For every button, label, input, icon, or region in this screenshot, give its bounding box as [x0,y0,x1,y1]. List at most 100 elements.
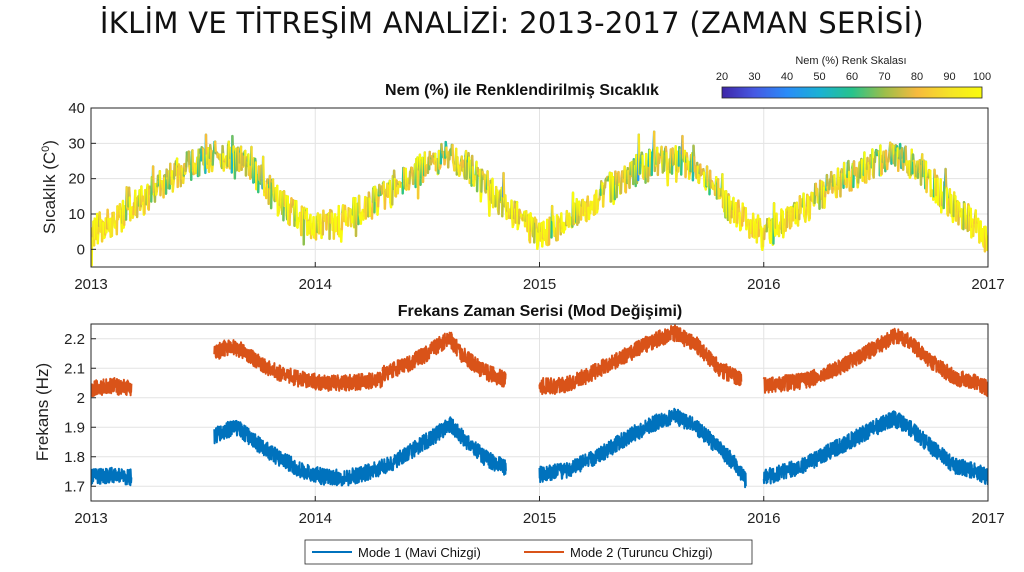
temperature-segment [501,194,505,218]
temperature-segment [505,209,509,221]
temperature-segment [392,169,396,181]
colorbar-title: Nem (%) Renk Skalası [795,55,906,67]
colorbar-tick-label: 50 [813,71,825,83]
temperature-segment [942,181,946,210]
temperature-segment [461,159,465,170]
frequency-ticks: 2013 2014 2015 2016 2017 1.7 1.8 1.9 2 2.1 2.2 [64,331,1005,527]
temperature-segment [845,175,849,189]
temperature-segment [665,151,669,174]
legend-mode1-label: Mode 1 (Mavi Chizgi) [358,545,481,560]
temperature-segment [825,173,829,189]
temperature-segment [340,228,344,243]
temperature-segment [972,224,976,238]
temperature-segment [802,192,806,217]
temperature-segment [382,180,386,196]
temperature-segment [759,226,763,249]
temperature-ytick-label: 20 [68,171,85,188]
temperature-segment [333,213,337,233]
temperature-segment [847,159,851,174]
temperature-segment [267,185,271,205]
temperature-segment [98,211,102,223]
temperature-segment [619,174,623,195]
temperature-segment [839,170,843,198]
temperature-segment [396,182,400,195]
legend-mode2-label: Mode 2 (Turuncu Chizgi) [570,545,713,560]
temperature-segment [458,163,462,176]
frequency-ytick-label: 1.7 [64,478,85,495]
temperature-ytick-label: 40 [68,100,85,117]
temperature-segment [96,232,100,245]
temperature-segment [235,152,239,172]
temperature-segment [222,160,226,172]
frequency-mode2-segment [381,331,507,388]
temperature-segment [735,202,739,225]
temperature-segment [666,167,670,187]
temperature-segment [823,195,827,209]
temperature-segment [265,180,269,200]
temperature-segment [984,225,988,238]
temperature-segment [316,212,320,225]
temperature-segment [769,229,773,244]
temperature-title: Nem (%) ile Renklendirilmiş Sıcaklık [385,82,659,99]
temperature-segment [322,209,326,221]
temperature-segment [510,199,514,219]
temperature-segment [617,170,621,186]
temperature-segment [775,212,779,231]
temperature-segment [271,178,275,195]
temperature-segment [242,153,246,167]
frequency-ytick-label: 2 [77,390,85,407]
temperature-segment [376,205,380,216]
temperature-segment [204,133,208,157]
temperature-segment [650,151,654,177]
temperature-segment [858,161,862,179]
frequency-mode2-segment [91,377,133,398]
colorbar-tick-label: 100 [973,71,991,83]
temperature-segment [357,194,361,216]
frequency-ytick-label: 1.8 [64,449,85,466]
temperature-segment [573,202,577,220]
temperature-segment [925,176,929,194]
temperature-segment [276,184,280,217]
temperature-segment [579,204,583,221]
frequency-ytick-label: 1.9 [64,419,85,436]
temperature-segment [213,140,218,155]
frequency-mode2-segment [538,324,743,396]
temperature-segment [901,160,905,171]
frequency-mode1-segment [762,410,988,486]
temperature-segment [751,212,755,224]
temperature-segment [187,150,191,168]
temperature-segment [479,190,483,203]
temperature-segment [811,191,815,203]
humidity-colorbar: Nem (%) Renk Skalası 20 30 40 50 60 70 80 90 100 [716,55,991,99]
temperature-segment [601,192,605,208]
temperature-segment [127,186,131,199]
temperature-ytick-label: 0 [77,241,85,258]
temperature-xtick-label: 2016 [747,276,780,293]
temperature-segment [804,204,808,216]
temperature-segment [221,144,225,156]
temperature-segment [933,168,937,181]
temperature-segment [646,164,650,183]
temperature-panel: 2013 2014 2015 2016 2017 0 10 20 30 40 Nem (%) il… [40,82,1005,293]
colorbar-tick-label: 80 [911,71,923,83]
temperature-ticks: 2013 2014 2015 2016 2017 0 10 20 30 40 [68,100,1004,293]
temperature-segment [325,214,329,231]
temperature-segment [662,152,666,172]
colorbar-tick-label: 30 [748,71,760,83]
temperature-segment [900,146,904,161]
colorbar-tick-label: 70 [878,71,890,83]
frequency-mode1-segment [91,466,133,487]
frequency-ylabel: Frekans (Hz) [33,363,52,461]
temperature-segment [944,167,948,189]
temperature-segment [583,201,587,215]
frequency-mode2-segment [213,339,384,392]
temperature-segment [177,163,181,178]
temperature-segment [552,215,556,231]
temperature-segment [359,211,363,225]
temperature-segment [346,207,350,227]
temperature-segment [207,156,211,174]
temperature-segment [319,213,323,227]
temperature-segment [199,146,203,162]
temperature-segment [692,144,696,159]
temperature-segment [440,142,444,154]
